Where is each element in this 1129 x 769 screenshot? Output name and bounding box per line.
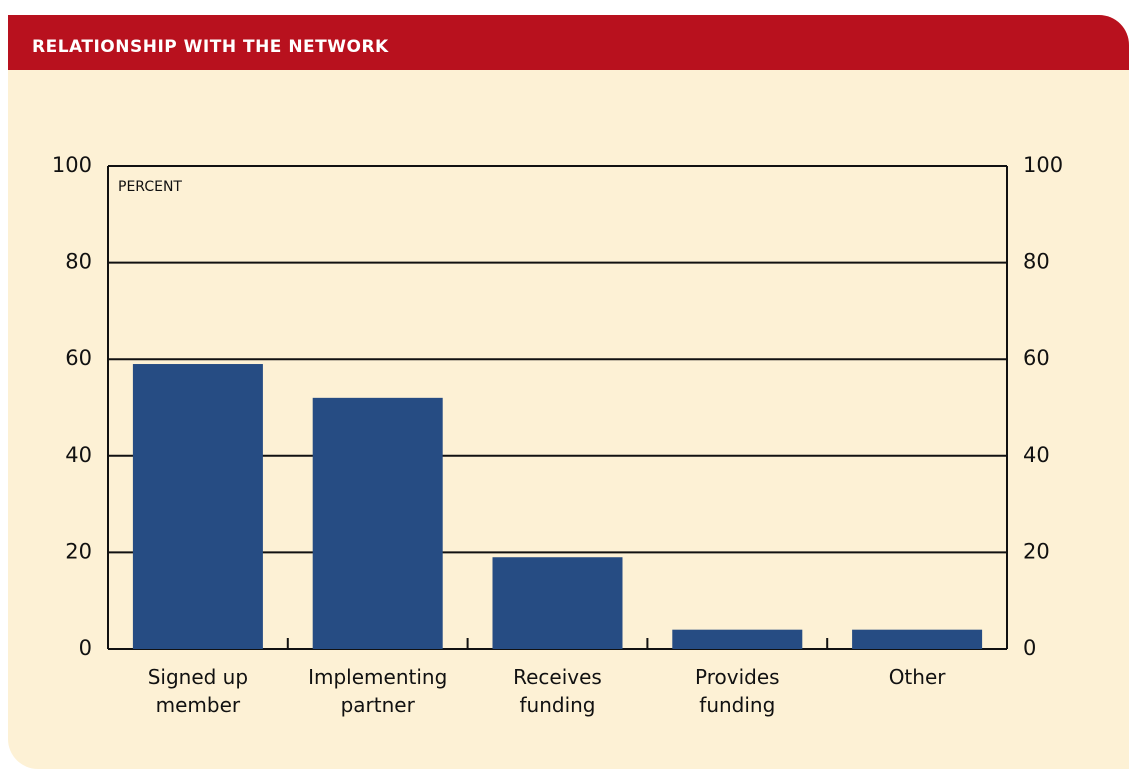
y-tick-label: 40 xyxy=(65,443,92,467)
x-tick-label: Signed up member xyxy=(147,665,249,717)
chart-title: RELATIONSHIP WITH THE NETWORK xyxy=(32,37,389,57)
x-tick-label: Receives funding xyxy=(513,665,602,717)
y2-tick-label: 100 xyxy=(1023,153,1063,177)
y-tick-label: 100 xyxy=(52,153,92,177)
y-tick-label: 20 xyxy=(65,539,92,563)
x-tick-label: Other xyxy=(888,665,946,689)
y2-tick-label: 20 xyxy=(1023,539,1050,563)
y2-tick-label: 60 xyxy=(1023,346,1050,370)
bar xyxy=(852,629,983,649)
y-tick-label: 60 xyxy=(65,346,92,370)
bar xyxy=(312,397,443,649)
bar xyxy=(672,629,803,649)
y2-tick-label: 80 xyxy=(1023,250,1050,274)
bar xyxy=(132,364,263,649)
x-tick-label: Provides funding xyxy=(695,665,780,717)
y2-tick-label: 40 xyxy=(1023,443,1050,467)
header-bar: RELATIONSHIP WITH THE NETWORK xyxy=(8,15,1129,70)
x-tick-label: Implementing partner xyxy=(308,665,448,717)
y-tick-label: 0 xyxy=(79,636,92,660)
bar xyxy=(492,557,623,649)
y2-tick-label: 0 xyxy=(1023,636,1036,660)
y-axis-label: PERCENT xyxy=(118,179,182,195)
y-tick-label: 80 xyxy=(65,250,92,274)
